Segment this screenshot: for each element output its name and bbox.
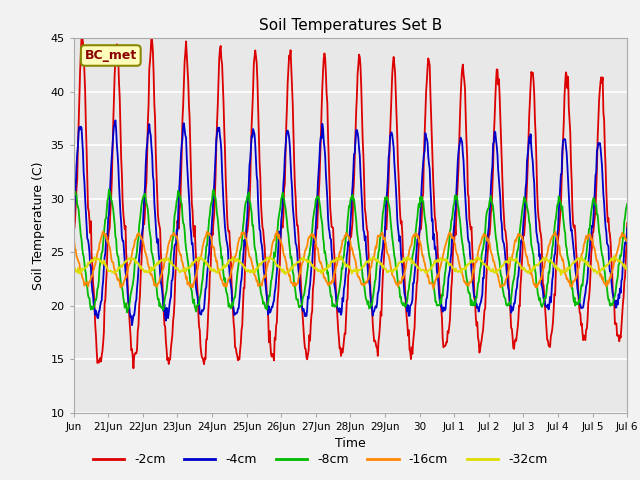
Text: BC_met: BC_met — [84, 49, 137, 62]
X-axis label: Time: Time — [335, 437, 366, 450]
Y-axis label: Soil Temperature (C): Soil Temperature (C) — [32, 161, 45, 290]
Legend: -2cm, -4cm, -8cm, -16cm, -32cm: -2cm, -4cm, -8cm, -16cm, -32cm — [88, 448, 552, 471]
Title: Soil Temperatures Set B: Soil Temperatures Set B — [259, 18, 442, 33]
